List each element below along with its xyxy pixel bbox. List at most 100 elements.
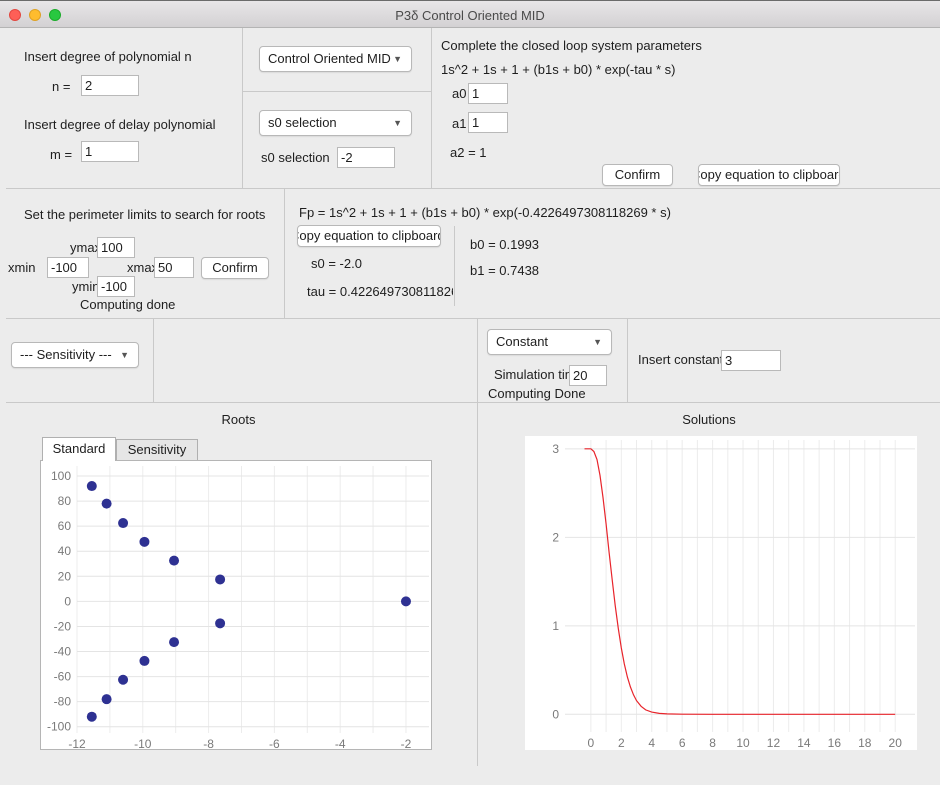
s0-selection-label: s0 selection xyxy=(261,150,330,165)
root-point xyxy=(118,674,129,685)
simulation-time-input[interactable]: 20 xyxy=(569,365,607,386)
b0-result: b0 = 0.1993 xyxy=(470,237,540,252)
chevron-down-icon: ▼ xyxy=(120,350,129,360)
x-tick-label: -10 xyxy=(134,737,152,750)
simulation-time-label: Simulation time xyxy=(494,367,570,382)
y-tick-label: 80 xyxy=(58,494,72,508)
simulation-status: Computing Done xyxy=(488,386,586,401)
chevron-down-icon: ▼ xyxy=(593,337,602,347)
a1-label: a1 xyxy=(452,116,467,131)
divider xyxy=(153,319,154,403)
a2-text: a2 = 1 xyxy=(450,145,487,160)
y-tick-label: -80 xyxy=(54,695,72,709)
tab-sensitivity[interactable]: Sensitivity xyxy=(116,439,198,461)
xmin-label: xmin xyxy=(8,260,36,275)
perimeter-confirm-button[interactable]: Confirm xyxy=(201,257,269,279)
y-tick-label: -40 xyxy=(54,645,72,659)
x-tick-label: 18 xyxy=(858,736,872,750)
x-tick-label: 20 xyxy=(889,736,903,750)
divider xyxy=(431,28,432,188)
y-tick-label: 60 xyxy=(58,519,72,533)
ymin-input[interactable]: -100 xyxy=(97,276,135,297)
b1-result: b1 = 0.7438 xyxy=(470,263,540,278)
xmax-input[interactable]: 50 xyxy=(154,257,194,278)
root-point xyxy=(215,618,226,629)
s0-result: s0 = -2.0 xyxy=(311,256,362,271)
chevron-down-icon: ▼ xyxy=(393,118,402,128)
close-window-button[interactable] xyxy=(9,9,21,21)
tau-result: tau = 0.4226497308118269 xyxy=(307,284,453,299)
y-tick-label: -60 xyxy=(54,670,72,684)
n-eq-label: n = xyxy=(52,79,71,94)
y-tick-label: 2 xyxy=(552,530,559,544)
divider xyxy=(454,226,455,306)
roots-title: Roots xyxy=(221,412,256,427)
xmin-input[interactable]: -100 xyxy=(47,257,89,278)
root-point xyxy=(169,555,180,566)
ymax-input[interactable]: 100 xyxy=(97,237,135,258)
input-type-select[interactable]: Constant ▼ xyxy=(487,329,612,355)
constant-input[interactable]: 3 xyxy=(721,350,781,371)
copy-equation-button[interactable]: Copy equation to clipboard xyxy=(698,164,840,186)
y-tick-label: 100 xyxy=(51,469,71,483)
sensitivity-select[interactable]: --- Sensitivity --- ▼ xyxy=(11,342,139,368)
divider xyxy=(477,403,478,766)
x-tick-label: 0 xyxy=(588,736,595,750)
window-title: P3δ Control Oriented MID xyxy=(395,8,545,23)
root-point xyxy=(101,498,112,509)
tab-standard[interactable]: Standard xyxy=(42,437,116,461)
x-tick-label: -8 xyxy=(203,737,214,750)
s0-input[interactable]: -2 xyxy=(337,147,395,168)
m-degree-input[interactable]: 1 xyxy=(81,141,139,162)
mode-select-label: Control Oriented MID xyxy=(268,51,391,66)
divider xyxy=(6,318,940,319)
y-tick-label: 0 xyxy=(552,707,559,721)
zoom-window-button[interactable] xyxy=(49,9,61,21)
mode-select[interactable]: Control Oriented MID ▼ xyxy=(259,46,412,72)
m-eq-label: m = xyxy=(50,147,73,162)
root-point xyxy=(139,536,150,547)
y-tick-label: -20 xyxy=(54,619,72,633)
divider xyxy=(477,319,478,403)
divider xyxy=(6,188,940,189)
x-tick-label: 8 xyxy=(709,736,716,750)
n-degree-label: Insert degree of polynomial n xyxy=(24,49,192,64)
x-tick-label: -4 xyxy=(335,737,346,750)
roots-plot[interactable]: -100 -80 -60 -40 -20 0 20 40 60 80 100 -12 -10 -8 -6 -4… xyxy=(40,460,432,750)
closed-loop-equation: 1s^2 + 1s + 1 + (b1s + b0) * exp(-tau * … xyxy=(441,62,676,77)
closed-loop-heading: Complete the closed loop system paramete… xyxy=(441,38,702,53)
a0-input[interactable]: 1 xyxy=(468,83,508,104)
y-tick-label: 40 xyxy=(58,544,72,558)
a1-input[interactable]: 1 xyxy=(468,112,508,133)
perimeter-status: Computing done xyxy=(80,297,176,312)
y-tick-label: 1 xyxy=(552,619,559,633)
x-tick-label: 2 xyxy=(618,736,625,750)
m-degree-label: Insert degree of delay polynomial xyxy=(24,117,216,132)
x-tick-label: -2 xyxy=(401,737,412,750)
input-type-select-label: Constant xyxy=(496,334,549,349)
root-point xyxy=(101,694,112,705)
x-tick-label: 14 xyxy=(797,736,811,750)
root-point xyxy=(86,481,97,492)
result-equation: Fp = 1s^2 + 1s + 1 + (b1s + b0) * exp(-0… xyxy=(299,205,671,220)
x-tick-label: -6 xyxy=(269,737,280,750)
ymax-label: ymax xyxy=(70,240,97,255)
solution-line xyxy=(584,448,896,715)
y-tick-label: -100 xyxy=(47,720,71,734)
x-tick-label: 12 xyxy=(767,736,781,750)
sensitivity-select-label: --- Sensitivity --- xyxy=(20,347,112,362)
x-tick-label: -12 xyxy=(68,737,86,750)
n-degree-input[interactable]: 2 xyxy=(81,75,139,96)
perimeter-heading: Set the perimeter limits to search for r… xyxy=(24,207,266,222)
s0-method-select-label: s0 selection xyxy=(268,115,337,130)
divider xyxy=(242,28,243,188)
closed-loop-confirm-button[interactable]: Confirm xyxy=(602,164,673,186)
chevron-down-icon: ▼ xyxy=(393,54,402,64)
minimize-window-button[interactable] xyxy=(29,9,41,21)
s0-method-select[interactable]: s0 selection ▼ xyxy=(259,110,412,136)
copy-result-equation-button[interactable]: Copy equation to clipboard xyxy=(297,225,441,247)
solutions-title: Solutions xyxy=(682,412,736,427)
divider xyxy=(284,189,285,318)
root-point xyxy=(215,574,226,585)
